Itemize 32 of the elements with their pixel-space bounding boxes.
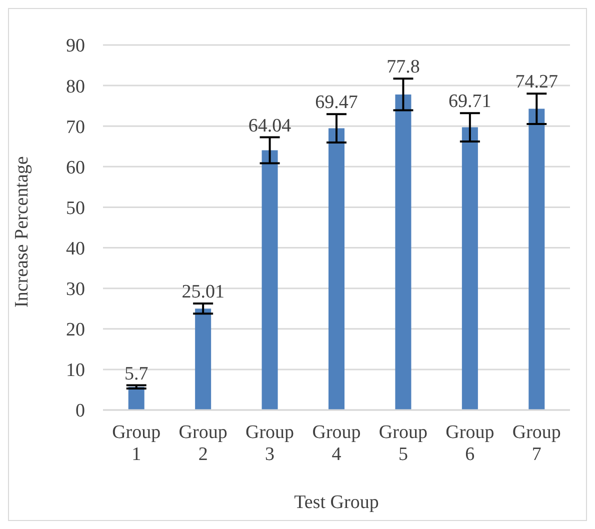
bar [328, 128, 345, 410]
y-tick-label: 70 [66, 116, 85, 138]
data-label: 25.01 [182, 282, 224, 302]
x-tick-label: Group 5 [378, 422, 428, 465]
x-tick-label: Group 4 [312, 422, 361, 465]
data-label: 74.27 [515, 72, 558, 93]
y-tick-label: 80 [66, 76, 85, 98]
bar [395, 94, 412, 410]
data-label: 77.8 [386, 56, 420, 78]
y-tick-label: 20 [66, 320, 85, 341]
y-tick-label: 60 [66, 157, 85, 178]
data-label: 69.71 [448, 91, 492, 112]
data-label: 64.04 [248, 115, 292, 136]
data-label: 69.47 [315, 92, 358, 114]
x-tick-label: Group 2 [178, 422, 228, 465]
y-tick-label: 10 [66, 360, 85, 382]
x-tick-label: Group 6 [446, 422, 494, 465]
y-tick-label: 30 [66, 279, 85, 300]
y-tick-label: 90 [66, 36, 85, 57]
y-tick-label: 40 [66, 238, 85, 260]
bar [528, 108, 545, 410]
y-tick-label: 0 [76, 400, 85, 422]
data-label: 5.7 [124, 363, 148, 384]
y-tick-label: 50 [66, 198, 85, 219]
x-tick-label: Group 7 [512, 422, 561, 465]
x-tick-label: Group 1 [112, 422, 161, 465]
y-axis-title: Increase Percentage [12, 156, 33, 308]
bar [462, 127, 478, 410]
bar [262, 150, 278, 410]
bar [195, 308, 212, 410]
x-axis-title: Test Group [294, 492, 379, 513]
x-tick-label: Group 3 [246, 422, 294, 465]
